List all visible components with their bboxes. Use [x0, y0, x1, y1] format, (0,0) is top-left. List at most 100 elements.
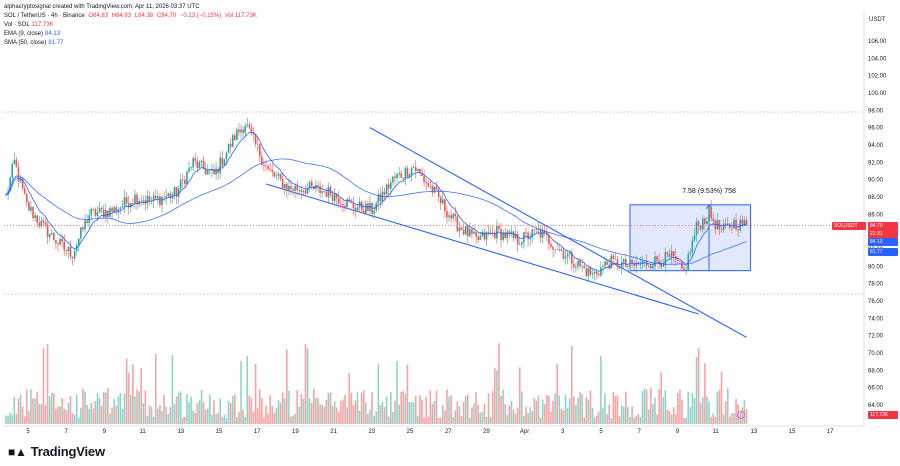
volume-bar	[414, 395, 417, 424]
candle-body	[650, 265, 652, 269]
volume-bar	[111, 407, 113, 424]
volume-bar	[310, 402, 313, 424]
candle-body	[250, 127, 253, 133]
volume-bar	[292, 415, 294, 424]
volume-bar	[439, 417, 442, 424]
volume-bar	[392, 412, 394, 424]
volume-bar	[668, 410, 671, 424]
candle-body	[365, 203, 367, 214]
candle-body	[633, 263, 635, 266]
volume-bar	[267, 413, 269, 424]
volume-bar	[643, 388, 646, 424]
candle-body	[36, 215, 38, 223]
candle-body	[577, 260, 579, 267]
legend-sma[interactable]: SMA (50, close) 81.77	[4, 40, 64, 46]
candle-body	[429, 185, 432, 187]
candle-body	[335, 193, 338, 199]
volume-bar	[215, 413, 217, 424]
volume-bar	[213, 400, 215, 424]
volume-bar	[429, 390, 432, 424]
tradingview-logo[interactable]: ■▲ TradingView	[8, 444, 105, 459]
candle-body	[529, 237, 531, 240]
volume-bar	[620, 405, 623, 424]
candle-body	[194, 158, 197, 162]
volume-bar	[150, 407, 153, 424]
volume-bar	[342, 399, 344, 424]
volume-bar	[677, 392, 679, 424]
candle-body	[392, 176, 394, 183]
volume-bar	[473, 403, 475, 424]
candle-body	[629, 259, 631, 267]
volume-bar	[385, 396, 388, 424]
legend-ema[interactable]: EMA (9, close) 84.13	[4, 31, 61, 37]
volume-bar	[94, 400, 97, 424]
volume-bar	[142, 403, 145, 424]
volume-bar	[558, 395, 561, 424]
volume-bar	[32, 398, 34, 424]
volume-bar	[699, 403, 702, 424]
candle-body	[319, 185, 321, 193]
volume-bar	[731, 413, 733, 424]
volume-bar	[543, 404, 546, 424]
volume-bar	[587, 399, 590, 424]
x-tick-label: 17	[254, 429, 261, 435]
candle-body	[450, 215, 452, 219]
candle-body	[127, 203, 130, 208]
candle-body	[518, 244, 521, 246]
candle-body	[724, 223, 727, 225]
volume-bar	[130, 394, 132, 424]
candle-body	[69, 246, 72, 257]
candle-body	[163, 196, 165, 198]
candle-body	[631, 259, 633, 264]
candle-body	[61, 238, 63, 242]
volume-bar	[238, 412, 240, 424]
volume-bar	[483, 403, 486, 424]
y-tick-label: 72.00	[868, 334, 884, 340]
candle-body	[568, 252, 571, 255]
candle-body	[697, 221, 700, 226]
candle-body	[691, 240, 694, 253]
candle-body	[433, 186, 436, 193]
candle-body	[699, 225, 702, 230]
candle-body	[206, 170, 209, 175]
volume-bar	[161, 410, 163, 424]
y-tick-label: 86.00	[868, 212, 884, 218]
candle-body	[111, 208, 113, 212]
candle-body	[173, 187, 176, 195]
candle-body	[327, 186, 330, 197]
volume-bar	[84, 391, 86, 424]
volume-bar	[15, 413, 18, 424]
volume-bar	[672, 407, 675, 424]
candle-body	[248, 124, 251, 128]
candle-body	[535, 229, 538, 231]
candle-body	[96, 212, 99, 216]
volume-bar	[23, 416, 26, 424]
volume-bar	[512, 409, 515, 424]
candle-body	[647, 265, 650, 267]
candle-body	[390, 182, 392, 189]
volume-bar	[610, 417, 613, 424]
candle-body	[360, 201, 363, 211]
volume-bar	[554, 393, 556, 424]
volume-bar	[500, 395, 502, 424]
candle-body	[55, 240, 57, 244]
candle-body	[666, 252, 669, 255]
candle-body	[331, 194, 334, 201]
y-tick-label: 88.00	[868, 195, 884, 201]
candle-body	[683, 268, 685, 271]
candle-body	[618, 267, 621, 269]
volume-bar	[36, 391, 38, 424]
legend-volume[interactable]: Vol · SOL 117.73K	[4, 22, 54, 28]
candle-body	[362, 210, 365, 214]
candle-body	[521, 242, 523, 245]
volume-bar	[475, 391, 477, 424]
volume-bar	[625, 391, 627, 424]
volume-bar	[720, 371, 723, 424]
volume-bar	[92, 408, 95, 424]
volume-bar	[302, 398, 305, 424]
candle-body	[219, 157, 222, 174]
volume-bar	[593, 417, 596, 424]
candle-body	[177, 188, 180, 197]
volume-bar	[539, 417, 542, 424]
